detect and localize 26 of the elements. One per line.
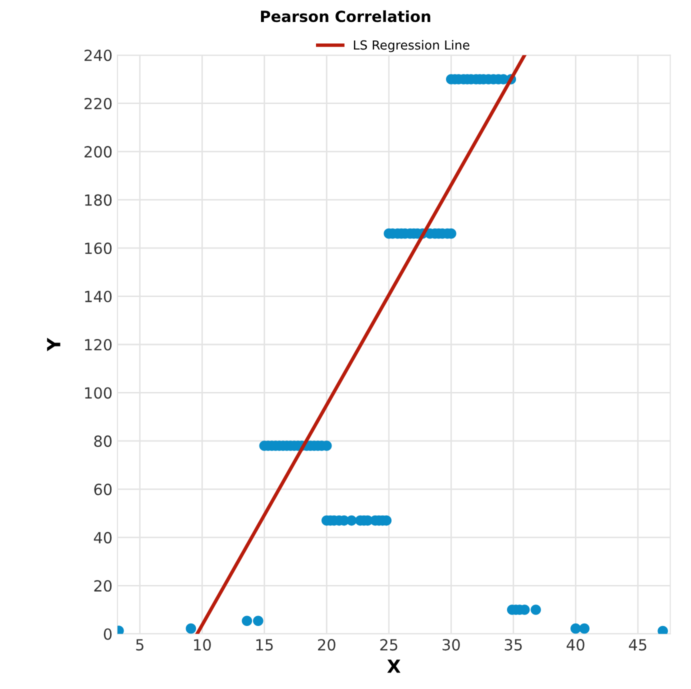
y-tick-label: 60 xyxy=(94,484,112,496)
x-tick-label: 40 xyxy=(566,639,584,651)
x-tick-label: 10 xyxy=(194,639,211,651)
x-axis-title: X xyxy=(387,660,400,673)
y-tick-label: 0 xyxy=(104,628,112,640)
y-tick-label: 220 xyxy=(84,98,112,110)
y-tick-label: 140 xyxy=(85,290,112,302)
x-tick-label: 20 xyxy=(318,639,336,651)
x-tick-label: 5 xyxy=(136,639,144,651)
y-tick-label: 160 xyxy=(85,242,112,254)
y-tick-label: 120 xyxy=(85,338,112,351)
y-tick-label: 200 xyxy=(84,146,112,158)
x-tick-label: 45 xyxy=(628,639,646,651)
x-tick-label: 25 xyxy=(380,639,398,651)
y-tick-label: 20 xyxy=(94,580,112,592)
legend-label: LS Regression Line xyxy=(354,40,470,52)
x-tick-label: 35 xyxy=(504,639,522,651)
y-tick-label: 40 xyxy=(94,532,112,544)
y-tick-label: 240 xyxy=(84,50,112,62)
chart-title: Pearson Correlation xyxy=(261,10,430,22)
x-tick-label: 15 xyxy=(256,639,273,651)
x-tick-label: 30 xyxy=(442,639,460,651)
y-axis-title: Y xyxy=(47,338,60,352)
y-tick-label: 180 xyxy=(85,194,112,206)
y-tick-label: 80 xyxy=(94,435,112,447)
y-tick-label: 100 xyxy=(85,387,112,399)
